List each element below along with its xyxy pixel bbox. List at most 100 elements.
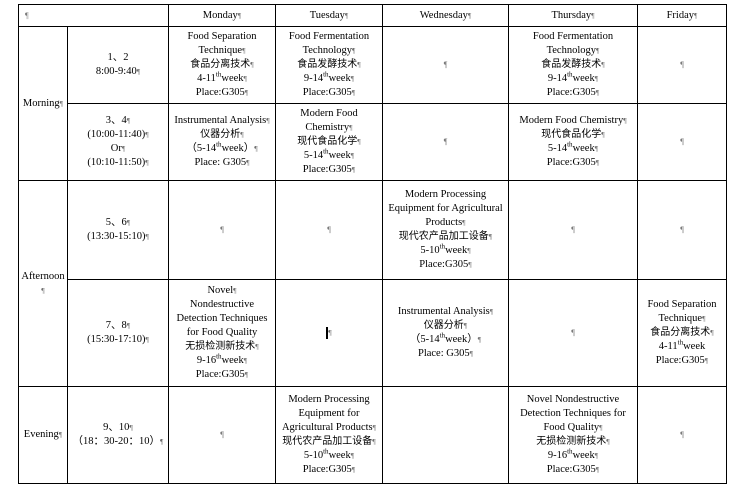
- paragraph-mark-icon: ¶: [244, 87, 249, 97]
- course-title-cn: 仪器分析: [200, 129, 241, 141]
- paragraph-mark-icon: ¶: [599, 423, 603, 433]
- course-place: Place:G305: [302, 463, 352, 475]
- course-weeks: 9-16: [547, 449, 568, 461]
- paragraph-mark-icon: ¶: [58, 430, 63, 440]
- day-label: Thursday: [551, 9, 592, 21]
- slot-5-6: 5、6¶ (13:30-15:10)¶: [67, 180, 169, 280]
- paragraph-mark-icon: ¶: [126, 116, 131, 126]
- course-weeks: （5-14: [186, 143, 217, 154]
- course-weeks-ordinal: th: [439, 242, 446, 251]
- cell-friday-5-6[interactable]: ¶: [637, 180, 727, 280]
- timetable-container: ¶ Monday¶ Tuesday¶ Wednesday¶ Thursday¶ …: [0, 4, 745, 484]
- course-place: Place:G305: [655, 354, 705, 366]
- cell-tuesday-1-2[interactable]: Food Fermentation Technology¶ 食品发酵技术¶ 9-…: [275, 26, 383, 104]
- cell-monday-7-8[interactable]: Novel¶ Nondestructive Detection Techniqu…: [168, 279, 276, 387]
- cell-wednesday-1-2[interactable]: ¶: [382, 26, 509, 104]
- cell-thursday-5-6[interactable]: ¶: [508, 180, 638, 280]
- paragraph-mark-icon: ¶: [25, 10, 29, 20]
- header-day-monday: Monday¶: [168, 4, 276, 27]
- paragraph-mark-icon: ¶: [136, 67, 141, 76]
- paragraph-mark-icon: ¶: [220, 430, 224, 440]
- course-title-line: Technology: [302, 45, 352, 57]
- paragraph-mark-icon: ¶: [443, 60, 448, 70]
- header-day-thursday: Thursday¶: [508, 4, 638, 27]
- paragraph-mark-icon: ¶: [468, 259, 472, 269]
- period-label: Evening: [23, 429, 59, 441]
- course-title-line: Food Fermentation: [532, 31, 614, 43]
- paragraph-mark-icon: ¶: [243, 355, 248, 365]
- cell-tuesday-7-8[interactable]: ¶: [275, 279, 383, 387]
- header-day-wednesday: Wednesday¶: [382, 4, 509, 27]
- paragraph-mark-icon: ¶: [126, 218, 131, 228]
- course-timetable: ¶ Monday¶ Tuesday¶ Wednesday¶ Thursday¶ …: [18, 4, 727, 484]
- paragraph-mark-icon: ¶: [462, 218, 466, 228]
- cell-friday-3-4[interactable]: ¶: [637, 103, 727, 181]
- paragraph-mark-icon: ¶: [606, 437, 610, 446]
- cell-friday-9-10[interactable]: ¶: [637, 386, 727, 484]
- paragraph-mark-icon: ¶: [680, 60, 684, 70]
- paragraph-mark-icon: ¶: [680, 137, 684, 147]
- course-title-cn: 现代食品化学: [541, 129, 602, 141]
- cell-monday-3-4[interactable]: Instrumental Analysis¶ 仪器分析¶ （5-14thweek…: [168, 103, 276, 181]
- slot-time-2: (10:10-11:50): [87, 156, 146, 168]
- course-place: Place:G305: [302, 163, 352, 175]
- course-title-line: Technique: [198, 45, 243, 57]
- course-weeks-ordinal: th: [567, 447, 573, 456]
- period-afternoon: Afternoon ¶: [18, 180, 68, 387]
- header-corner-cell: ¶: [18, 4, 169, 27]
- course-weeks: 4-11: [197, 72, 216, 84]
- paragraph-mark-icon: ¶: [246, 157, 250, 167]
- cell-friday-7-8[interactable]: Food Separation Technique¶ 食品分离技术¶ 4-11t…: [637, 279, 727, 387]
- course-weeks: 9-16: [196, 354, 217, 366]
- cell-thursday-9-10[interactable]: Novel Nondestructive Detection Technique…: [508, 386, 638, 484]
- cell-wednesday-5-6[interactable]: Modern Processing Equipment for Agricult…: [382, 180, 509, 280]
- cell-thursday-1-2[interactable]: Food Fermentation Technology¶ 食品发酵技术¶ 9-…: [508, 26, 638, 104]
- cell-wednesday-3-4[interactable]: ¶: [382, 103, 509, 181]
- paragraph-mark-icon: ¶: [595, 87, 600, 97]
- paragraph-mark-icon: ¶: [121, 144, 126, 153]
- paragraph-mark-icon: ¶: [41, 285, 45, 295]
- cell-wednesday-7-8[interactable]: Instrumental Analysis¶ 仪器分析¶ （5-14thweek…: [382, 279, 509, 387]
- course-place: Place:G305: [195, 368, 245, 380]
- cell-tuesday-3-4[interactable]: Modern Food Chemistry¶ 现代食品化学¶ 5-14thwee…: [275, 103, 383, 181]
- course-place: Place: G305: [194, 156, 247, 168]
- table-row: Morning¶ 1、2 8:00-9:40¶ Food Separation …: [18, 26, 727, 181]
- course-weeks-ordinal: th: [567, 70, 573, 79]
- paragraph-mark-icon: ¶: [220, 225, 224, 235]
- paragraph-mark-icon: ¶: [240, 130, 244, 140]
- cell-monday-9-10[interactable]: ¶: [168, 386, 276, 484]
- course-weeks-ordinal: th: [215, 70, 222, 79]
- course-place: Place:G305: [546, 463, 596, 475]
- paragraph-mark-icon: ¶: [145, 232, 149, 241]
- course-weeks-unit: week: [328, 149, 351, 161]
- cell-friday-1-2[interactable]: ¶: [637, 26, 727, 104]
- cell-tuesday-5-6[interactable]: ¶: [275, 180, 383, 280]
- cell-tuesday-9-10[interactable]: Modern Processing Equipment for Agricult…: [275, 386, 383, 484]
- course-place: Place:G305: [195, 86, 245, 98]
- slot-or: Or: [110, 143, 122, 154]
- paragraph-mark-icon: ¶: [372, 437, 376, 446]
- course-title-line: Novel: [207, 285, 234, 297]
- course-weeks-ordinal: th: [567, 140, 573, 149]
- cell-monday-5-6[interactable]: ¶: [168, 180, 276, 280]
- period-label: Afternoon: [21, 270, 65, 282]
- cell-wednesday-9-10[interactable]: ¶: [382, 386, 509, 484]
- paragraph-mark-icon: ¶: [596, 46, 600, 56]
- course-weeks: 5-14: [303, 149, 324, 161]
- paragraph-mark-icon: ¶: [680, 225, 684, 235]
- paragraph-mark-icon: ¶: [680, 430, 684, 440]
- table-row: Evening¶ 9、10¶ （18：30-20：10）¶ ¶ Modern P…: [18, 386, 727, 484]
- paragraph-mark-icon: ¶: [372, 423, 377, 433]
- text-cursor: [326, 326, 329, 339]
- table-row: Afternoon ¶ 5、6¶ (13:30-15:10)¶ ¶ ¶ Moder…: [18, 180, 727, 387]
- header-day-tuesday: Tuesday¶: [275, 4, 383, 27]
- course-weeks-unit: week）: [445, 334, 478, 345]
- paragraph-mark-icon: ¶: [145, 335, 149, 344]
- course-title-line: Chemistry: [305, 122, 350, 134]
- course-title-line: Equipment for Agricultural: [388, 203, 503, 215]
- paragraph-mark-icon: ¶: [250, 60, 254, 70]
- cell-monday-1-2[interactable]: Food Separation Technique¶ 食品分离技术¶ 4-11t…: [168, 26, 276, 104]
- cell-thursday-7-8[interactable]: ¶: [508, 279, 638, 387]
- cell-thursday-3-4[interactable]: Modern Food Chemistry¶ 现代食品化学¶ 5-14thwee…: [508, 103, 638, 181]
- course-title-line: Nondestructive: [189, 299, 255, 311]
